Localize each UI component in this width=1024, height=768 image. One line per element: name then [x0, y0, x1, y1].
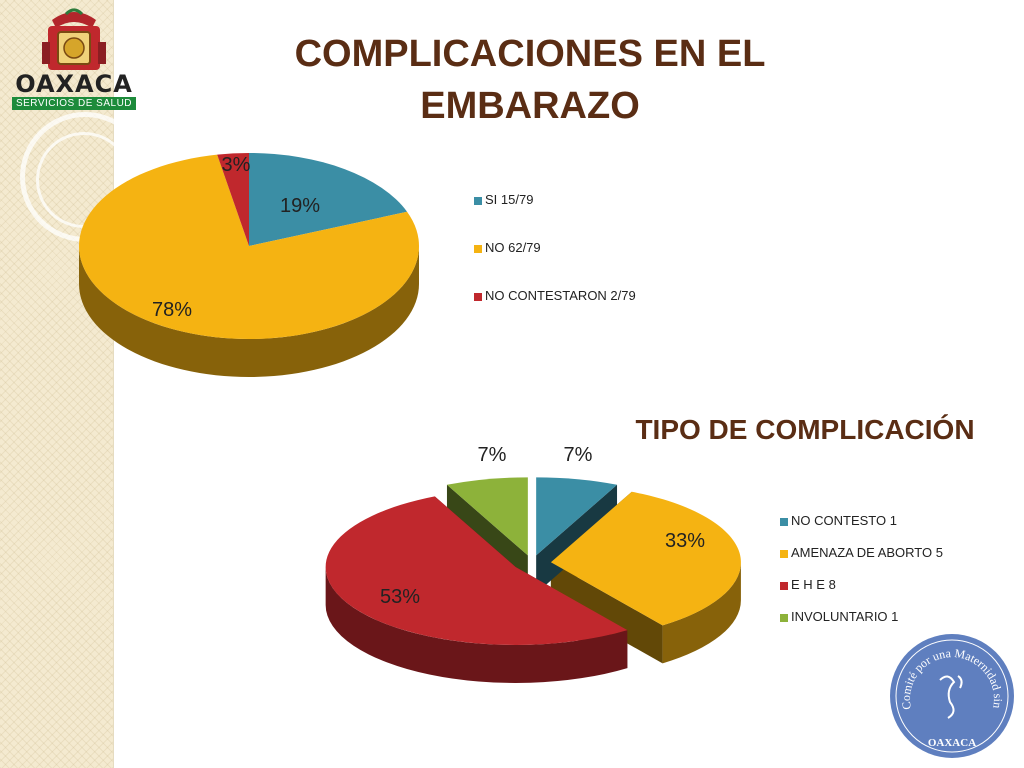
legend1-swatch-0 — [474, 196, 482, 205]
maternity-committee-seal: Comité por una Maternidad sin riesgos OA… — [888, 632, 1014, 758]
legend1-item-1: NO 62/79 — [474, 240, 541, 255]
pie-chart-complications: 19% 78% 3% — [79, 153, 420, 377]
pie2-data-label-1: 33% — [665, 530, 705, 552]
pie1-slice-0 — [249, 153, 408, 246]
pie2-slice-2 — [325, 496, 628, 645]
pie2-slice-0 — [536, 477, 618, 556]
pie2-slice-1 — [550, 491, 741, 626]
decorative-sidebar — [0, 0, 150, 768]
pie-chart-complication-type: 7% 33% 53% 7% — [325, 444, 741, 683]
legend2-item-3: INVOLUNTARIO 1 — [780, 609, 898, 624]
title-line-1: COMPLICACIONES EN EL — [294, 33, 766, 75]
pie2-slice-wall-0-1 — [536, 484, 618, 594]
pie2-slice-3 — [446, 477, 528, 556]
legend2-swatch-3 — [780, 613, 788, 622]
coat-of-arms-icon — [42, 8, 106, 70]
pie2-slice-side-1 — [662, 562, 741, 664]
legend1-label-0: SI 15/79 — [485, 192, 534, 207]
legend2-label-3: INVOLUNTARIO 1 — [791, 609, 899, 624]
legend2-label-0: NO CONTESTO 1 — [791, 513, 897, 528]
legend2-swatch-0 — [780, 517, 788, 526]
pie2-data-label-2: 53% — [380, 586, 420, 608]
pie1-slice-side-1 — [79, 246, 419, 377]
pie1-data-label-2: 3% — [222, 154, 251, 176]
legend1-swatch-1 — [474, 244, 482, 253]
legend2-item-0: NO CONTESTO 1 — [780, 513, 897, 528]
legend1-label-2: NO CONTESTARON 2/79 — [485, 288, 636, 303]
pie1-data-label-1: 78% — [152, 299, 192, 321]
pie2-data-label-0: 7% — [564, 444, 593, 466]
legend2-label-2: E H E 8 — [791, 577, 836, 592]
title-line-2: EMBARAZO — [420, 85, 640, 127]
pie2-slice-side-2 — [325, 566, 628, 683]
pie1-slice-1 — [79, 154, 420, 340]
legend1-item-0: SI 15/79 — [474, 192, 533, 207]
logo-wordmark: OAXACA — [15, 70, 133, 98]
oaxaca-logo — [8, 6, 140, 114]
pie1-data-label-0: 19% — [280, 195, 320, 217]
seal-bottom-text: OAXACA — [928, 737, 976, 749]
slide-title: COMPLICACIONES EN EL EMBARAZO — [250, 28, 810, 132]
logo-subtitle: SERVICIOS DE SALUD — [12, 97, 136, 110]
pie2-slice-wall-1-1 — [550, 562, 663, 664]
legend1-swatch-2 — [474, 292, 482, 301]
legend2-label-1: AMENAZA DE ABORTO 5 — [791, 545, 943, 560]
mother-silhouette-icon — [939, 675, 956, 719]
legend2-swatch-2 — [780, 581, 788, 590]
legend2-item-2: E H E 8 — [780, 577, 836, 592]
legend2-item-1: AMENAZA DE ABORTO 5 — [780, 545, 943, 560]
legend1-label-1: NO 62/79 — [485, 240, 541, 255]
pie2-data-label-3: 7% — [478, 444, 507, 466]
legend1-item-2: NO CONTESTARON 2/79 — [474, 288, 636, 303]
chart2-title: TIPO DE COMPLICACIÓN — [635, 414, 975, 445]
legend2-swatch-1 — [780, 549, 788, 558]
pie1-slice-2 — [217, 153, 249, 246]
